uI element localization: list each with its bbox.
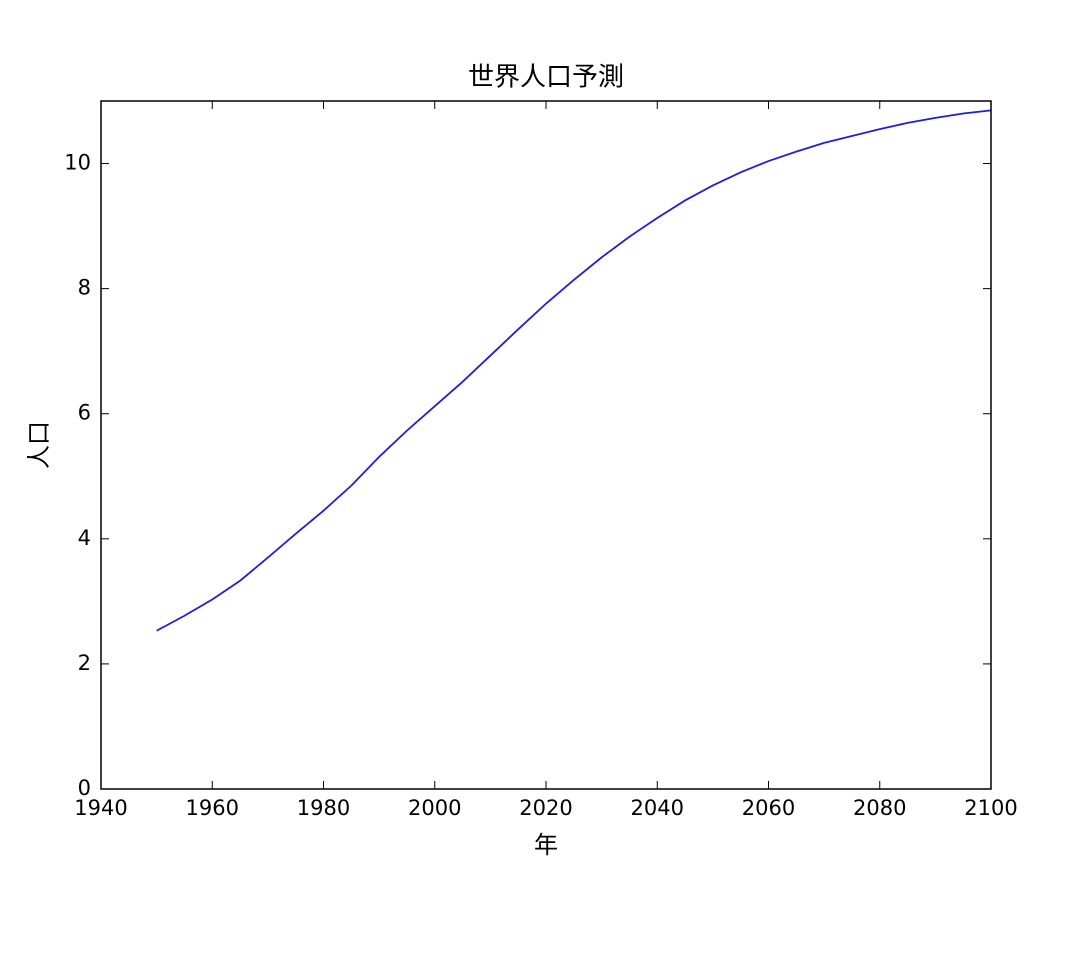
x-tick-label: 2100	[964, 796, 1017, 820]
y-tick-label: 0	[78, 776, 91, 800]
x-tick-label: 2040	[631, 796, 684, 820]
x-tick-label: 1940	[74, 796, 127, 820]
y-tick-label: 2	[78, 651, 91, 675]
plot-frame	[100, 100, 992, 790]
chart-title: 世界人口予測	[468, 63, 624, 93]
y-tick-label: 10	[64, 151, 91, 175]
x-tick-label: 2080	[853, 796, 906, 820]
x-tick-label: 2020	[519, 796, 572, 820]
x-axis-label: 年	[534, 831, 558, 859]
data-line	[156, 109, 992, 632]
y-tick-label: 4	[78, 526, 91, 550]
x-tick-label: 2060	[742, 796, 795, 820]
y-axis-label: 人口	[25, 421, 53, 469]
y-tick-label: 6	[78, 401, 91, 425]
x-tick-label: 1960	[186, 796, 239, 820]
x-tick-label: 2000	[408, 796, 461, 820]
x-tick-label: 1980	[297, 796, 350, 820]
y-tick-label: 8	[78, 276, 91, 300]
